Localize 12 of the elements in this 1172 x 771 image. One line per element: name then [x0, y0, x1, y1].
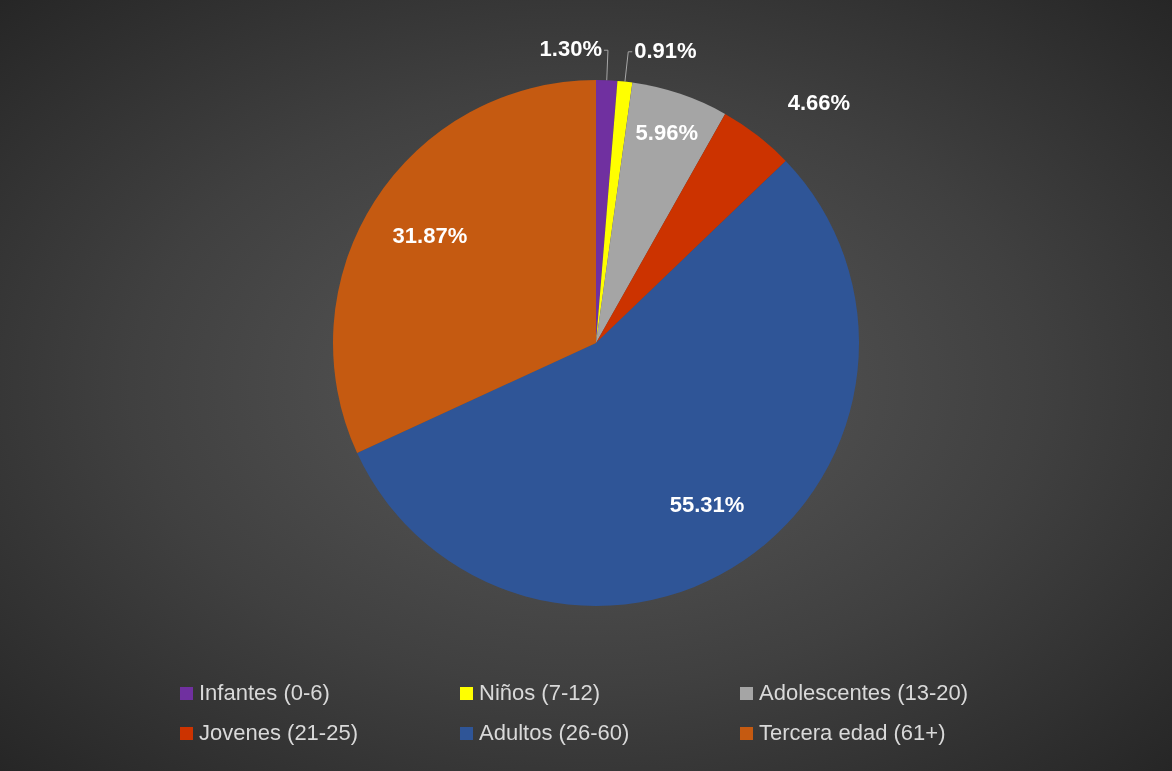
data-label: 55.31%	[669, 492, 745, 518]
data-label: 1.30%	[539, 36, 602, 62]
legend-label: Adultos (26-60)	[479, 720, 630, 746]
data-label: 5.96%	[635, 119, 698, 145]
legend-label: Adolescentes (13-20)	[759, 680, 969, 706]
legend-label: Niños (7-12)	[479, 680, 601, 706]
data-label: 31.87%	[392, 222, 468, 248]
legend-label: Tercera edad (61+)	[759, 720, 946, 746]
legend-label: Infantes (0-6)	[199, 680, 330, 706]
data-label: 4.66%	[787, 89, 851, 115]
data-label: 0.91%	[634, 37, 697, 63]
legend-label: Jovenes (21-25)	[199, 720, 358, 746]
